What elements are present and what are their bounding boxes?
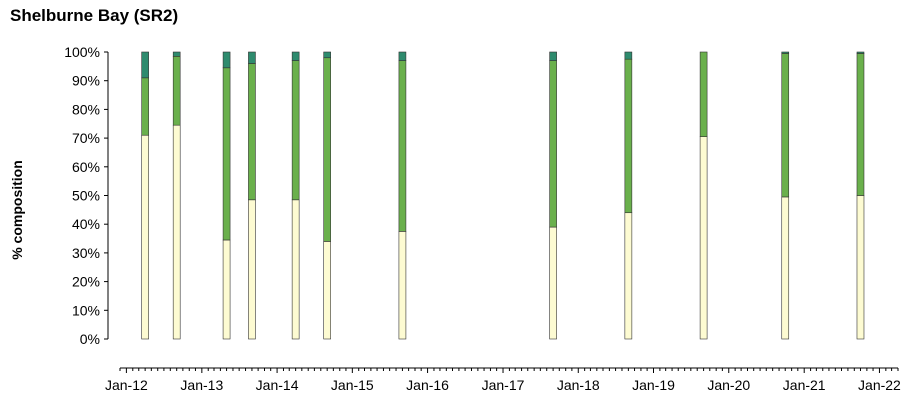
stacked-bar (222, 51, 231, 340)
stacked-bar (172, 51, 181, 340)
bar-segment-3 (141, 51, 149, 79)
x-tick-label: Jan-19 (632, 377, 675, 393)
stacked-bar (141, 51, 149, 340)
bar-segment-2 (141, 77, 149, 136)
bar-segment-3 (248, 51, 256, 64)
x-tick-label: Jan-16 (406, 377, 449, 393)
bar-segment-3 (549, 51, 557, 61)
bar-segment-1 (781, 196, 790, 340)
y-axis: 0% 10% 20% 30% 40% 50% 60% 70% 80% 90% 100% (64, 44, 109, 347)
bar-segment-1 (624, 212, 633, 340)
bar-segment-1 (856, 195, 865, 340)
bar-segment-3 (222, 51, 231, 69)
bar-segment-1 (172, 124, 181, 340)
stacked-bar (781, 51, 790, 340)
bar-segment-1 (398, 231, 407, 340)
bar-segment-3 (856, 51, 865, 54)
bar-segment-3 (172, 51, 181, 57)
x-tick-label: Jan-22 (858, 377, 901, 393)
x-tick-label: Jan-14 (256, 377, 299, 393)
x-tick-label: Jan-13 (180, 377, 223, 393)
stacked-bar (291, 51, 300, 340)
stacked-bar (856, 51, 865, 340)
y-tick-label: 100% (64, 44, 100, 60)
bar-segment-1 (323, 241, 331, 340)
bar-segment-2 (549, 60, 557, 228)
x-tick-label: Jan-12 (105, 377, 148, 393)
bar-group (141, 51, 865, 340)
y-tick-label: 10% (72, 302, 100, 318)
stacked-bar (398, 51, 407, 340)
y-tick-label: 30% (72, 245, 100, 261)
bar-segment-3 (781, 51, 790, 54)
bar-segment-1 (549, 226, 557, 340)
y-tick-label: 20% (72, 274, 100, 290)
x-axis: Jan-12 Jan-13 Jan-14 Jan-15 Jan-16 Jan-17 Jan-… (105, 367, 901, 393)
bar-segment-2 (398, 60, 407, 232)
bar-segment-1 (291, 199, 300, 340)
bar-segment-2 (624, 58, 633, 214)
bar-segment-2 (291, 60, 300, 201)
bar-segment-2 (172, 56, 181, 126)
bar-segment-1 (699, 136, 708, 340)
y-tick-label: 70% (72, 130, 100, 146)
bar-segment-3 (291, 51, 300, 61)
x-tick-label: Jan-21 (783, 377, 826, 393)
bar-segment-2 (323, 57, 331, 242)
bar-segment-3 (398, 51, 407, 61)
y-tick-label: 0% (80, 331, 100, 347)
x-tick-label: Jan-18 (557, 377, 600, 393)
stacked-bar (549, 51, 557, 340)
stacked-bar (248, 51, 256, 340)
bar-segment-3 (624, 51, 633, 60)
bar-segment-1 (248, 199, 256, 340)
y-tick-label: 60% (72, 159, 100, 175)
y-tick-label: 80% (72, 101, 100, 117)
bar-segment-2 (856, 53, 865, 196)
bar-segment-2 (222, 67, 231, 241)
y-tick-label: 90% (72, 73, 100, 89)
stacked-bar (624, 51, 633, 340)
bar-segment-2 (781, 53, 790, 198)
stacked-bar (323, 51, 331, 340)
x-tick-label: Jan-20 (707, 377, 750, 393)
stacked-bar (699, 51, 708, 340)
y-axis-title: % composition (9, 160, 25, 260)
y-tick-label: 40% (72, 216, 100, 232)
bar-segment-3 (323, 51, 331, 59)
bar-segment-2 (248, 63, 256, 201)
x-tick-label: Jan-17 (482, 377, 525, 393)
bar-segment-1 (141, 134, 149, 340)
chart-title: Shelburne Bay (SR2) (10, 6, 179, 25)
x-tick-label: Jan-15 (331, 377, 374, 393)
bar-segment-1 (222, 239, 231, 340)
bar-segment-2 (699, 51, 708, 137)
y-tick-label: 50% (72, 188, 100, 204)
